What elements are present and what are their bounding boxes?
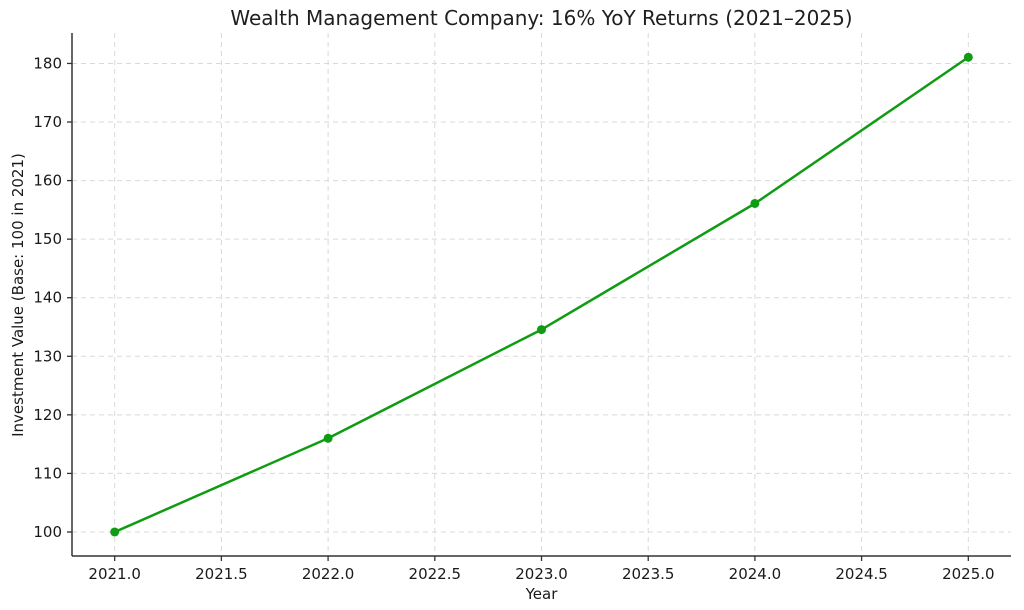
chart-title: Wealth Management Company: 16% YoY Retur… bbox=[230, 6, 853, 30]
x-tick-label: 2023.5 bbox=[622, 565, 675, 583]
y-tick-label: 110 bbox=[33, 464, 62, 482]
y-tick-label: 150 bbox=[33, 230, 62, 248]
data-point-marker bbox=[963, 52, 973, 62]
y-tick-label: 180 bbox=[33, 54, 62, 72]
data-point-marker bbox=[750, 198, 760, 208]
x-tick-label: 2022.5 bbox=[409, 565, 462, 583]
x-axis-label: Year bbox=[525, 585, 558, 603]
x-tick-label: 2024.0 bbox=[729, 565, 782, 583]
data-point-marker bbox=[110, 527, 120, 537]
y-tick-label: 120 bbox=[33, 406, 62, 424]
y-tick-label: 170 bbox=[33, 113, 62, 131]
y-tick-label: 160 bbox=[33, 172, 62, 190]
x-tick-label: 2021.5 bbox=[195, 565, 248, 583]
x-tick-label: 2021.0 bbox=[88, 565, 141, 583]
x-tick-label: 2025.0 bbox=[942, 565, 995, 583]
data-point-marker bbox=[537, 325, 546, 335]
y-tick-label: 140 bbox=[33, 289, 62, 307]
data-point-marker bbox=[323, 433, 333, 443]
y-tick-label: 130 bbox=[33, 347, 62, 365]
x-tick-label: 2024.5 bbox=[835, 565, 888, 583]
y-axis-label: Investment Value (Base: 100 in 2021) bbox=[9, 153, 27, 437]
x-tick-label: 2023.0 bbox=[515, 565, 568, 583]
x-tick-label: 2022.0 bbox=[302, 565, 355, 583]
y-tick-label: 100 bbox=[33, 523, 62, 541]
